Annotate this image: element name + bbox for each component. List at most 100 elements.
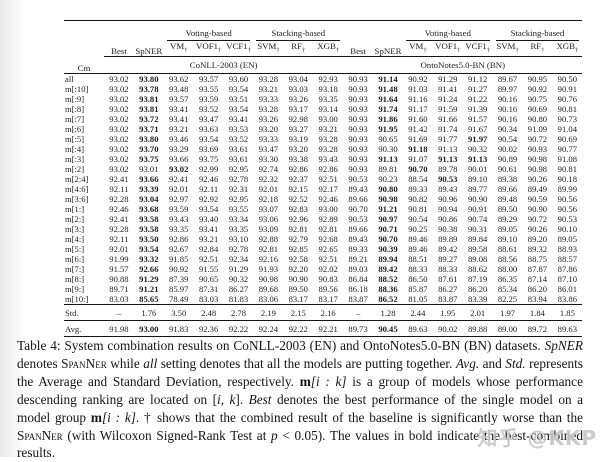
value-cell: 92.51 <box>318 254 338 264</box>
value-cell: 90.90 <box>527 204 548 214</box>
value-cell: 90.93 <box>348 84 368 94</box>
value-cell: 92.41 <box>109 174 129 184</box>
col-header-spner-bn: SpNER <box>373 20 403 57</box>
value-cell: 88.51 <box>408 254 428 264</box>
dagger-mark: † <box>486 46 491 54</box>
value-cell: 2.44 <box>402 304 433 321</box>
group-stacking-label: Stacking-based <box>495 28 580 41</box>
value-cell: 89.50 <box>497 204 518 214</box>
caption-segment: . † shows that the combined result of th… <box>135 409 584 425</box>
value-cell: 86.52 <box>378 294 398 304</box>
value-cell: 93.54 <box>228 84 249 94</box>
value-cell: 89.33 <box>348 244 368 254</box>
value-cell: 85.97 <box>169 284 189 294</box>
value-cell: 92.28 <box>109 194 129 204</box>
value-cell: 91.74 <box>378 104 398 114</box>
value-cell: 90.93 <box>348 94 368 104</box>
value-cell: 90.31 <box>467 224 488 234</box>
dagger-mark: † <box>541 46 545 54</box>
value-cell: 1.28 <box>373 304 403 321</box>
value-cell: 90.75 <box>527 94 548 104</box>
value-cell: 92.51 <box>318 174 338 184</box>
value-cell: 91.09 <box>527 124 548 134</box>
value-cell: 93.47 <box>258 144 279 154</box>
value-cell: 83.39 <box>467 294 488 304</box>
value-cell: 93.52 <box>228 134 249 144</box>
value-cell: 93.63 <box>198 124 219 134</box>
value-cell: 93.34 <box>228 214 249 224</box>
row-label: m[8:] <box>65 274 85 284</box>
value-cell: 90.93 <box>348 114 368 124</box>
value-cell: 93.32 <box>139 254 159 264</box>
value-cell: 91.57 <box>109 264 129 274</box>
value-cell: 91.85 <box>169 254 189 264</box>
row-label: m[:5] <box>65 134 85 144</box>
row-label: m[7:] <box>65 264 85 274</box>
value-cell: 91.99 <box>109 254 129 264</box>
table-row: m[8:] 90.88 91.29 87.39 90.65 90.32 90.98 90.90… <box>64 274 582 284</box>
value-cell: 91.04 <box>557 124 578 134</box>
value-cell: 83.87 <box>438 294 458 304</box>
value-cell: 90.82 <box>408 194 428 204</box>
value-cell: 92.31 <box>228 184 249 194</box>
value-cell: 90.80 <box>527 114 548 124</box>
row-label: m[1:] <box>65 204 85 214</box>
value-cell: 92.46 <box>109 204 129 214</box>
value-cell: 93.10 <box>228 234 249 244</box>
value-cell: 92.22 <box>283 320 314 337</box>
value-cell: – <box>343 304 374 321</box>
value-cell: 93.71 <box>139 124 159 134</box>
value-cell: 92.15 <box>288 184 308 194</box>
value-cell: 93.62 <box>169 74 189 84</box>
value-cell: 90.54 <box>408 214 428 224</box>
table-row: m[:8] 93.02 93.81 93.41 93.52 93.54 93.28 93.17… <box>64 104 582 114</box>
value-cell: 90.97 <box>378 214 398 224</box>
value-cell: 93.02 <box>109 134 129 144</box>
table-row: Std. –1.76 3.50 2.48 2.78 2.19 2.15 2.16–1.28 2.… <box>64 304 583 321</box>
caption-segment: denotes the best performance of the sing… <box>17 391 583 425</box>
value-cell: 90.73 <box>557 114 578 124</box>
value-cell: 92.34 <box>228 254 249 264</box>
value-cell: 86.50 <box>408 274 428 284</box>
value-cell: 92.86 <box>169 234 189 244</box>
caption-segment: and <box>479 355 506 371</box>
value-cell: 85.34 <box>497 284 518 294</box>
value-cell: 90.69 <box>557 134 578 144</box>
value-cell: 88.33 <box>408 264 428 274</box>
value-cell: 91.27 <box>467 84 488 94</box>
value-cell: 87.87 <box>527 264 548 274</box>
dagger-mark: † <box>184 46 188 54</box>
value-cell: 90.34 <box>497 124 518 134</box>
value-cell: 90.91 <box>557 84 578 94</box>
value-cell: – <box>104 304 134 321</box>
table-row: m[4:6] 92.11 93.39 92.01 92.11 92.31 92.01 92.1… <box>64 184 582 194</box>
value-cell: 86.18 <box>348 284 368 294</box>
value-cell: 93.68 <box>139 204 159 214</box>
value-cell: 93.00 <box>318 114 338 124</box>
value-cell: 90.94 <box>438 204 458 214</box>
value-cell: 89.66 <box>348 194 368 204</box>
value-cell: 89.42 <box>378 264 398 274</box>
value-cell: 92.81 <box>318 224 338 234</box>
table-row: m[2:4] 92.41 93.66 92.41 92.46 92.78 92.32 92.3… <box>64 174 582 184</box>
table-row: m[:10] 93.02 93.78 93.48 93.55 93.54 93.21 93.0… <box>64 84 582 94</box>
value-cell: 89.05 <box>497 224 518 234</box>
col-header-vcf1: VCF1† <box>223 41 254 57</box>
value-cell: 90.95 <box>527 74 548 84</box>
group-header-row: Cm Best SpNER Voting-based Stacking-base… <box>64 20 582 74</box>
value-cell: 90.91 <box>467 204 488 214</box>
value-cell: 89.63 <box>402 320 433 337</box>
table-row: m[6:] 91.99 93.32 91.85 92.51 92.34 92.16 92.58… <box>64 254 582 264</box>
value-cell: 90.38 <box>438 224 458 234</box>
group-voting-bn: Voting-based <box>403 21 493 41</box>
col-header-rf: RF† <box>522 41 553 57</box>
value-cell: 89.88 <box>462 320 493 337</box>
value-cell: 86.27 <box>438 284 458 294</box>
value-cell: 83.17 <box>288 294 308 304</box>
value-cell: 87.31 <box>198 284 219 294</box>
caption-segment: Std. <box>505 355 526 371</box>
value-cell: 93.75 <box>139 154 159 164</box>
value-cell: 93.00 <box>318 204 338 214</box>
value-cell: 90.81 <box>557 104 578 114</box>
value-cell: 90.25 <box>408 224 428 234</box>
